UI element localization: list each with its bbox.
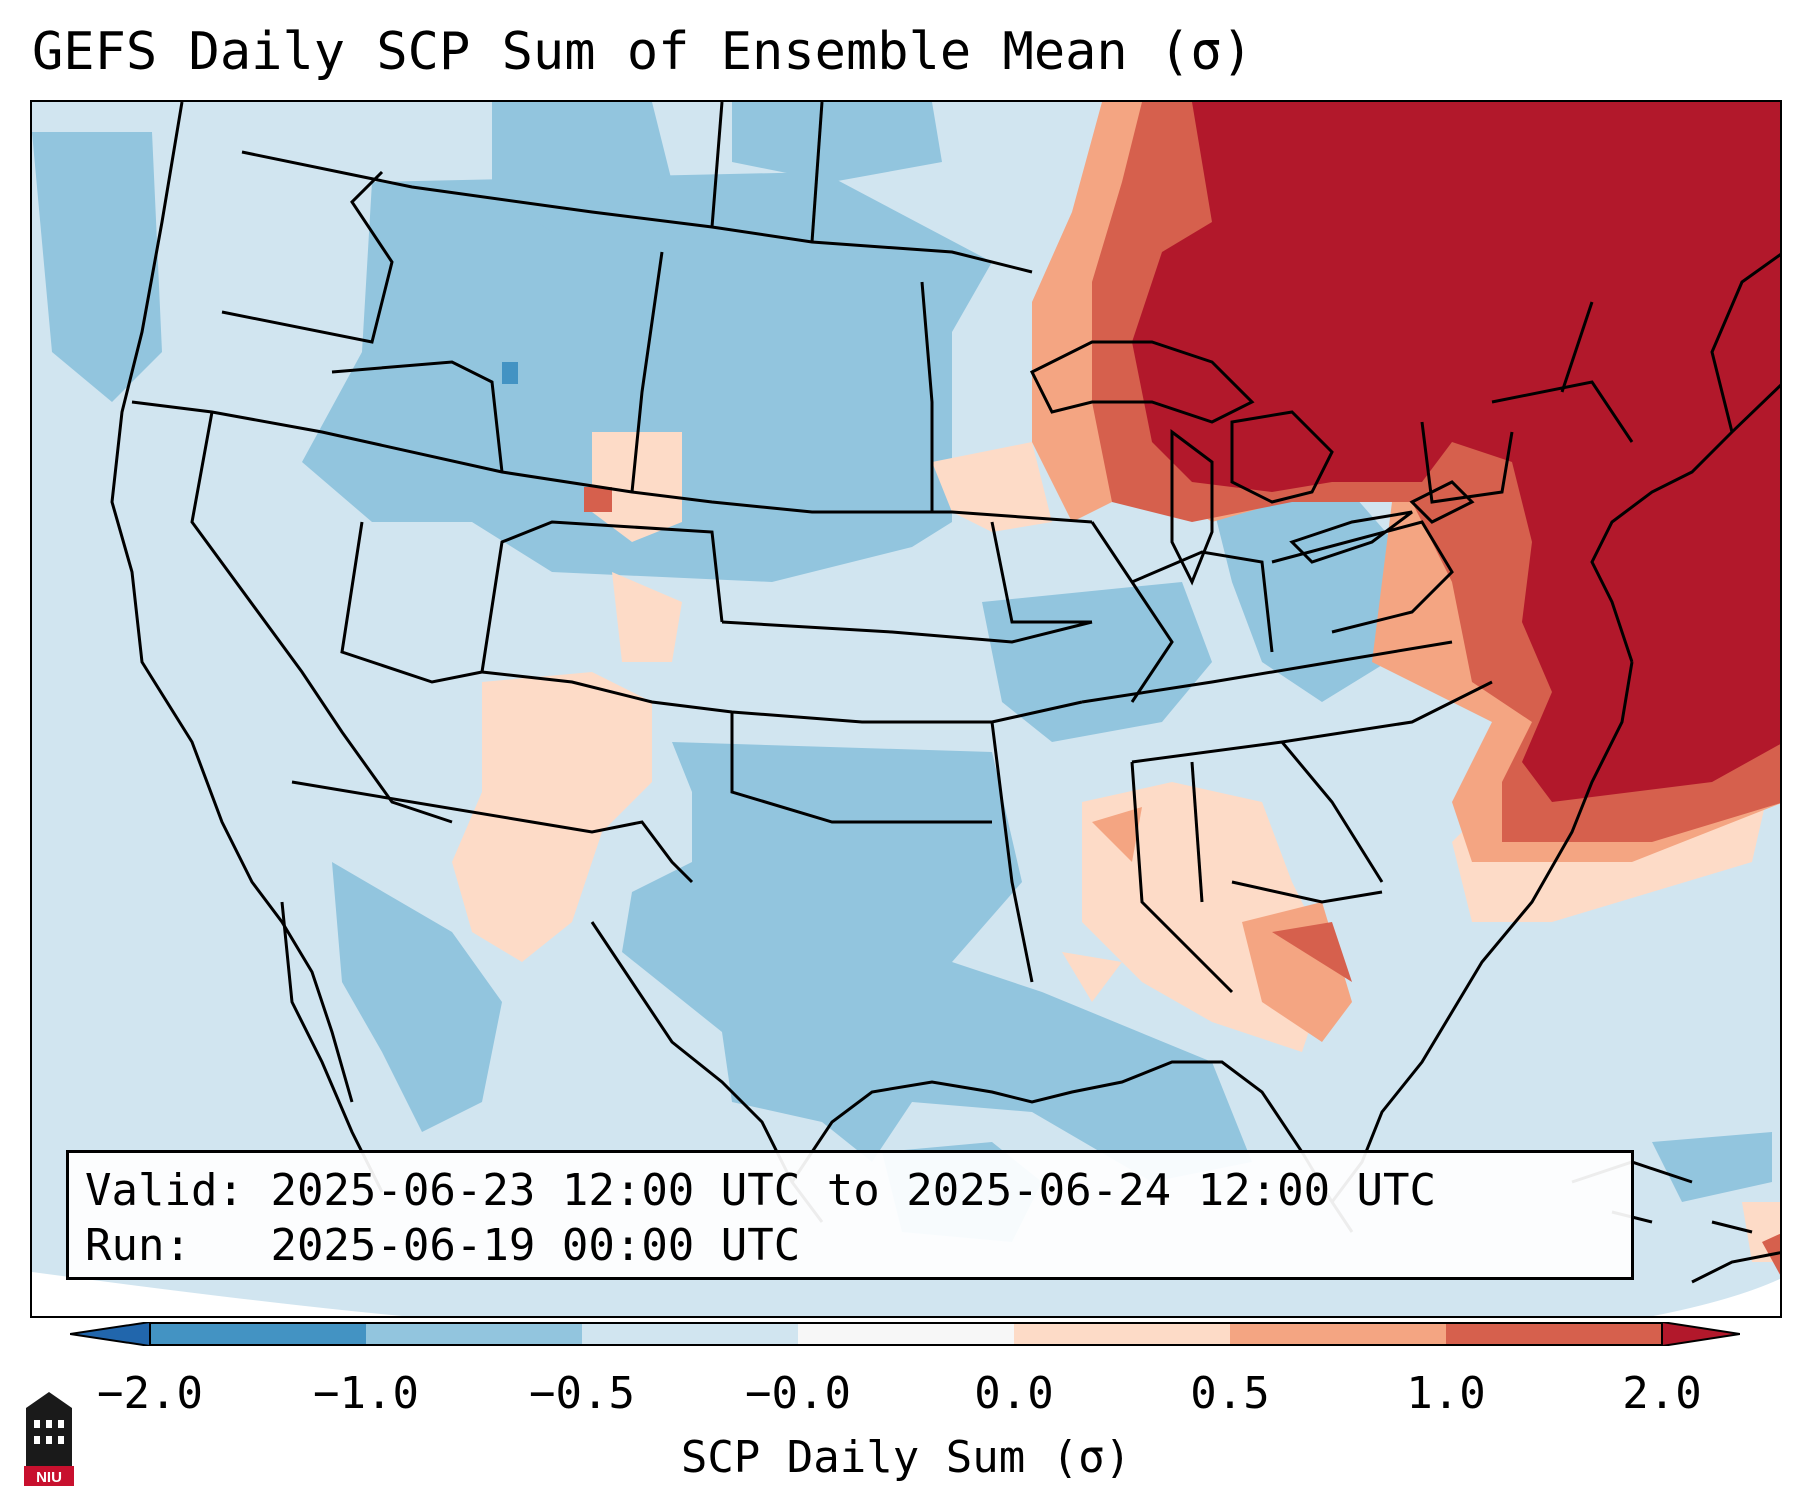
great-lakes xyxy=(1029,340,1475,586)
niu-logo-windows xyxy=(34,1420,64,1444)
colorbar-bin-05-1 xyxy=(1230,1322,1446,1346)
colorbar-tick-label: −1.0 xyxy=(313,1368,419,1419)
colorbar-tick-label: −0.5 xyxy=(529,1368,635,1419)
niu-logo-text: NIU xyxy=(36,1469,62,1486)
run-label: Run: xyxy=(85,1220,191,1271)
valid-label: Valid: xyxy=(85,1165,244,1216)
colorbar-bin-neg05-0 xyxy=(582,1322,798,1346)
state-borders xyxy=(131,102,1634,994)
colorbar-tick-label: −2.0 xyxy=(97,1368,203,1419)
colorbar-label: SCP Daily Sum (σ) xyxy=(680,1432,1132,1483)
field-band-above-2.0 xyxy=(1132,102,1780,802)
domain-edge-right xyxy=(1653,1278,1780,1316)
map-title: GEFS Daily SCP Sum of Ensemble Mean (σ) xyxy=(32,22,1253,82)
colorbar xyxy=(70,1322,1740,1346)
colorbar-bin-neg2-neg1 xyxy=(150,1322,366,1346)
colorbar-bin-0-05 xyxy=(1014,1322,1230,1346)
niu-logo: NIU xyxy=(24,1392,74,1486)
colorbar-tick-label: 0.0 xyxy=(974,1368,1054,1419)
niu-logo-tower xyxy=(26,1392,72,1466)
colorbar-bin-0-0 xyxy=(798,1322,1014,1346)
colorbar-bin-1-2 xyxy=(1446,1322,1662,1346)
scp-field-map xyxy=(32,102,1780,1316)
colorbar-extend-high xyxy=(1661,1322,1740,1346)
valid-text: 2025-06-23 12:00 UTC to 2025-06-24 12:00… xyxy=(270,1165,1437,1216)
valid-run-info-box: Valid: 2025-06-23 12:00 UTC to 2025-06-2… xyxy=(66,1150,1634,1280)
colorbar-tick-label: 0.5 xyxy=(1190,1368,1270,1419)
colorbar-tick-label: 1.0 xyxy=(1406,1368,1486,1419)
colorbar-bin-neg1-neg05 xyxy=(366,1322,582,1346)
niu-logo-banner xyxy=(24,1466,74,1486)
coastlines xyxy=(110,102,1780,1233)
domain-edge-left xyxy=(32,1272,403,1316)
run-text: 2025-06-19 00:00 UTC xyxy=(270,1220,801,1271)
colorbar-outline xyxy=(149,1322,1663,1346)
field-cell-neg-strong xyxy=(502,362,518,384)
colorbar-tick-label: −0.0 xyxy=(745,1368,851,1419)
colorbar-extend-low xyxy=(70,1322,151,1346)
map-panel xyxy=(30,100,1782,1318)
colorbar-tick-label: 2.0 xyxy=(1622,1368,1702,1419)
